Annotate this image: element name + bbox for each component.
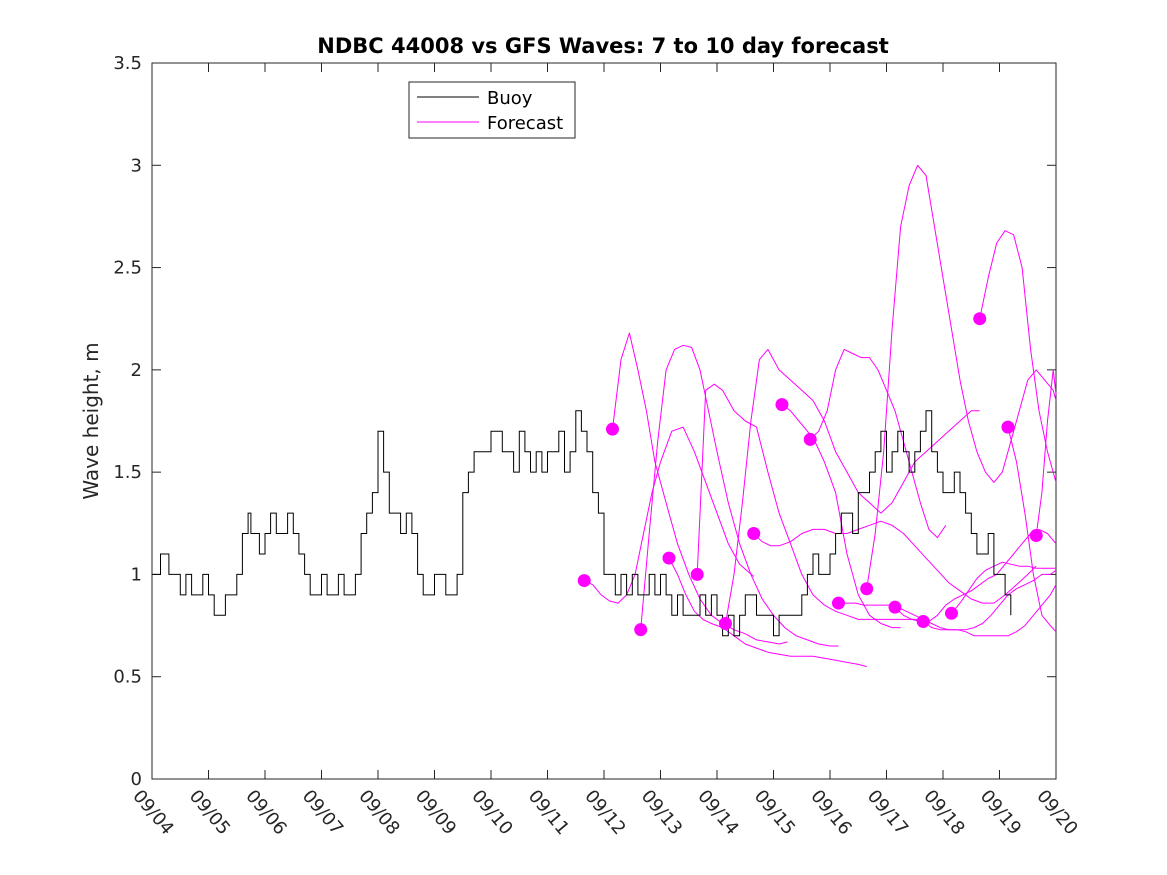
- forecast-start-marker: [916, 614, 930, 628]
- forecast-line-11: [866, 164, 1057, 589]
- y-tick-label: 0.5: [113, 667, 142, 688]
- forecast-line-14: [951, 561, 1056, 614]
- forecast-start-marker: [605, 422, 619, 436]
- forecast-line-15: [979, 230, 1057, 483]
- forecast-start-marker: [803, 432, 817, 446]
- y-tick-label: 1: [131, 564, 142, 585]
- legend: Buoy Forecast: [408, 81, 576, 139]
- legend-forecast-label: Forecast: [487, 113, 563, 134]
- forecast-start-marker: [747, 527, 761, 541]
- forecast-line-17: [1035, 369, 1057, 536]
- y-tick-label: 2.5: [113, 258, 142, 279]
- forecast-line-1: [583, 426, 755, 604]
- forecast-line-9: [809, 348, 947, 539]
- y-axis-label: Wave height, m: [79, 342, 103, 499]
- forecast-line-2: [612, 332, 788, 645]
- y-tick-label: 3.5: [113, 53, 142, 74]
- forecast-line-16: [1007, 426, 1057, 633]
- y-tick-label: 0: [131, 769, 142, 790]
- forecast-start-marker: [860, 582, 874, 596]
- chart-title: NDBC 44008 vs GFS Waves: 7 to 10 day for…: [317, 34, 888, 58]
- forecast-line-8: [781, 404, 901, 629]
- y-axis: 0 0.5 1 1.5 2 2.5 3 3.5: [113, 53, 1056, 790]
- forecast-start-marker: [973, 312, 987, 326]
- forecast-start-marker: [831, 596, 845, 610]
- y-tick-label: 2: [131, 360, 142, 381]
- forecast-start-marker: [944, 606, 958, 620]
- forecast-start-marker: [1029, 529, 1043, 543]
- forecast-start-marker: [577, 574, 591, 588]
- buoy-line: [152, 410, 1012, 637]
- forecast-line-4: [668, 557, 867, 667]
- forecast-start-marker: [662, 551, 676, 565]
- legend-buoy-label: Buoy: [487, 88, 533, 109]
- y-tick-label: 1.5: [113, 462, 142, 483]
- legend-box: [408, 81, 576, 139]
- y-tick-label: 3: [131, 155, 142, 176]
- plot-area: [151, 62, 1057, 780]
- forecast-start-marker: [888, 600, 902, 614]
- forecast-start-marker: [634, 623, 648, 637]
- forecast-line-13: [922, 569, 1057, 631]
- forecast-start-marker: [718, 617, 732, 631]
- forecast-start-marker: [690, 567, 704, 581]
- forecast-start-markers: [577, 312, 1043, 637]
- forecast-line-7: [753, 520, 1037, 604]
- forecast-line-6: [725, 348, 980, 624]
- forecast-line-3: [640, 344, 839, 647]
- forecast-start-marker: [1001, 420, 1015, 434]
- forecast-start-marker: [775, 398, 789, 412]
